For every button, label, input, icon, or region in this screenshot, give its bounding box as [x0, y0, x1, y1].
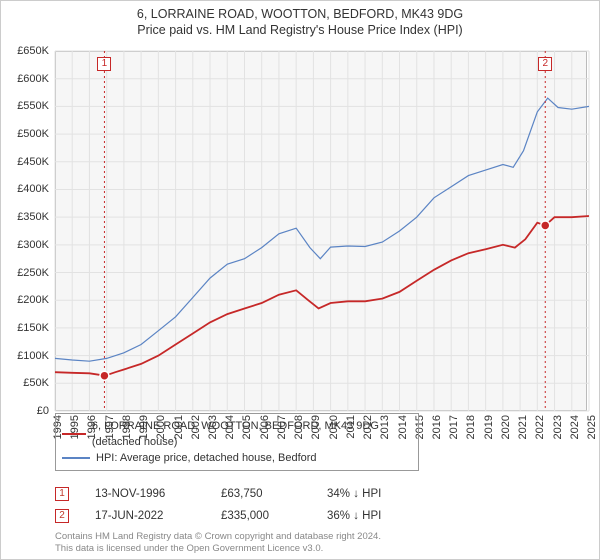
footer: Contains HM Land Registry data © Crown c… [55, 531, 587, 555]
sale-delta: 36% ↓ HPI [327, 505, 381, 527]
y-tick-label: £150K [1, 322, 49, 334]
sale-date: 13-NOV-1996 [95, 483, 195, 505]
x-tick-label: 2021 [517, 415, 529, 439]
x-tick-label: 2020 [500, 415, 512, 439]
x-tick-label: 2025 [586, 415, 598, 439]
series-price [55, 216, 589, 376]
sale-row: 1 13-NOV-1996 £63,750 34% ↓ HPI [55, 483, 587, 505]
x-tick-label: 2018 [465, 415, 477, 439]
plot-area: 12 [55, 51, 587, 411]
legend-text: 6, LORRAINE ROAD, WOOTTON, BEDFORD, MK43… [92, 418, 412, 450]
title-line-2: Price paid vs. HM Land Registry's House … [1, 23, 599, 37]
series-hpi [55, 98, 589, 361]
y-tick-label: £650K [1, 45, 49, 57]
x-tick-label: 2023 [552, 415, 564, 439]
marker-flag: 2 [538, 57, 552, 71]
y-tick-label: £250K [1, 267, 49, 279]
chart-container: 6, LORRAINE ROAD, WOOTTON, BEDFORD, MK43… [0, 0, 600, 560]
sale-index: 2 [55, 509, 69, 523]
legend-row: HPI: Average price, detached house, Bedf… [62, 450, 412, 466]
legend-swatch [62, 457, 90, 459]
y-tick-label: £500K [1, 128, 49, 140]
x-tick-label: 2016 [431, 415, 443, 439]
y-tick-label: £600K [1, 73, 49, 85]
legend-swatch [62, 433, 86, 435]
x-tick-label: 2019 [483, 415, 495, 439]
footer-line-1: Contains HM Land Registry data © Crown c… [55, 531, 587, 543]
y-tick-label: £450K [1, 156, 49, 168]
legend-text: HPI: Average price, detached house, Bedf… [96, 450, 317, 466]
y-tick-label: £200K [1, 294, 49, 306]
marker-flag: 1 [97, 57, 111, 71]
title-line-1: 6, LORRAINE ROAD, WOOTTON, BEDFORD, MK43… [1, 7, 599, 21]
y-tick-label: £350K [1, 211, 49, 223]
sales-block: 1 13-NOV-1996 £63,750 34% ↓ HPI 2 17-JUN-2022… [55, 483, 587, 527]
y-tick-label: £300K [1, 239, 49, 251]
title-block: 6, LORRAINE ROAD, WOOTTON, BEDFORD, MK43… [1, 1, 599, 37]
plot-svg [55, 51, 587, 411]
y-tick-label: £550K [1, 100, 49, 112]
sale-date: 17-JUN-2022 [95, 505, 195, 527]
y-tick-label: £50K [1, 377, 49, 389]
x-tick-label: 2017 [448, 415, 460, 439]
y-tick-label: £100K [1, 350, 49, 362]
y-tick-label: £400K [1, 183, 49, 195]
sale-row: 2 17-JUN-2022 £335,000 36% ↓ HPI [55, 505, 587, 527]
sale-delta: 34% ↓ HPI [327, 483, 381, 505]
y-tick-label: £0 [1, 405, 49, 417]
footer-line-2: This data is licensed under the Open Gov… [55, 543, 587, 555]
sale-index: 1 [55, 487, 69, 501]
sale-price: £335,000 [221, 505, 301, 527]
legend-row: 6, LORRAINE ROAD, WOOTTON, BEDFORD, MK43… [62, 418, 412, 450]
x-tick-label: 2024 [569, 415, 581, 439]
sale-price: £63,750 [221, 483, 301, 505]
x-tick-label: 2022 [534, 415, 546, 439]
legend: 6, LORRAINE ROAD, WOOTTON, BEDFORD, MK43… [55, 413, 419, 471]
